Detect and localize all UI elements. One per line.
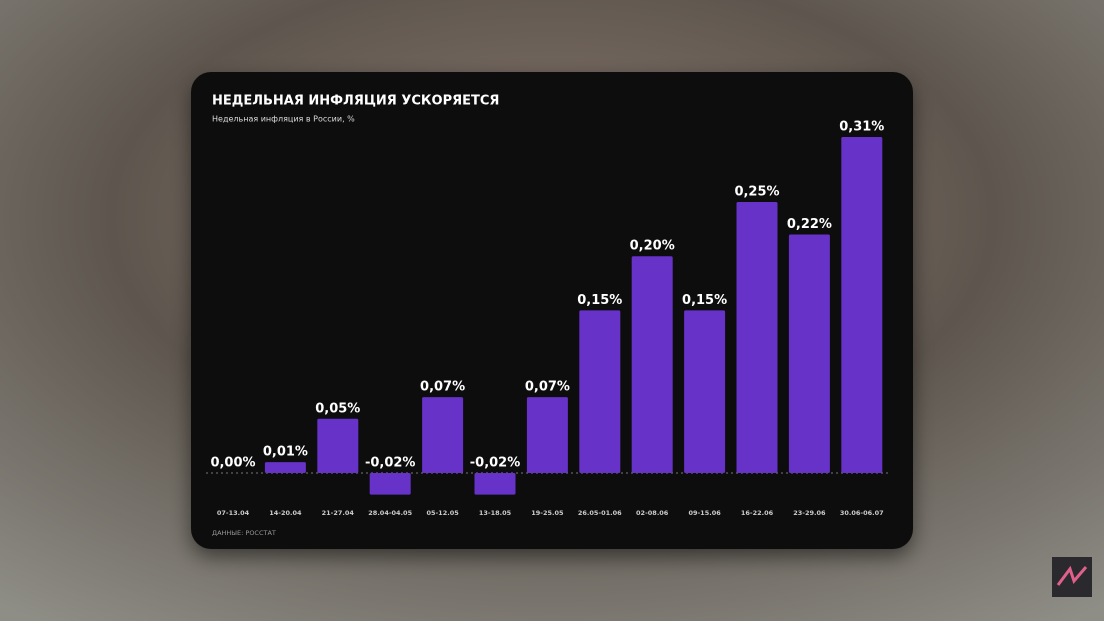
value-label: -0,02% [365,456,416,471]
value-label: 0,25% [734,185,779,200]
x-tick-label: 26.05-01.06 [578,509,622,517]
value-label: -0,02% [470,456,521,471]
chart-subtitle: Недельная инфляция в России, % [212,115,355,124]
value-label: 0,07% [525,380,570,395]
value-label: 0,15% [577,293,622,308]
value-label: 0,31% [839,120,884,135]
x-tick-label: 14-20.04 [269,509,302,517]
value-label: 0,15% [682,293,727,308]
value-label: 0,05% [315,401,360,416]
x-tick-label: 13-18.05 [479,509,512,517]
value-label: 0,22% [787,217,832,232]
x-tick-label: 30.06-06.07 [840,509,884,517]
x-tick-label: 28.04-04.05 [368,509,412,517]
x-tick-label: 07-13.04 [217,509,250,517]
x-tick-label: 16-22.06 [741,509,774,517]
bar [579,310,621,473]
bar [422,397,464,473]
x-tick-label: 02-08.06 [636,509,669,517]
value-label: 0,00% [210,456,255,471]
source: ДАННЫЕ: РОССТАТ [212,529,276,537]
logo-mark [1056,565,1088,586]
card [191,72,913,549]
chart-title: НЕДЕЛЬНАЯ ИНФЛЯЦИЯ УСКОРЯЕТСЯ [212,94,499,109]
x-tick-label: 23-29.06 [793,509,826,517]
bar [317,418,359,473]
bar [631,256,673,473]
bar [736,202,778,473]
bar [264,462,306,473]
bar [841,137,883,473]
x-tick-label: 05-12.05 [426,509,459,517]
bar [526,397,568,473]
value-label: 0,01% [263,445,308,460]
value-label: 0,07% [420,380,465,395]
x-tick-label: 19-25.05 [531,509,564,517]
bar [684,310,726,473]
bar [474,473,516,495]
bar [788,234,830,473]
x-tick-label: 21-27.04 [322,509,355,517]
bar [369,473,411,495]
x-tick-label: 09-15.06 [688,509,721,517]
value-label: 0,20% [630,239,675,254]
